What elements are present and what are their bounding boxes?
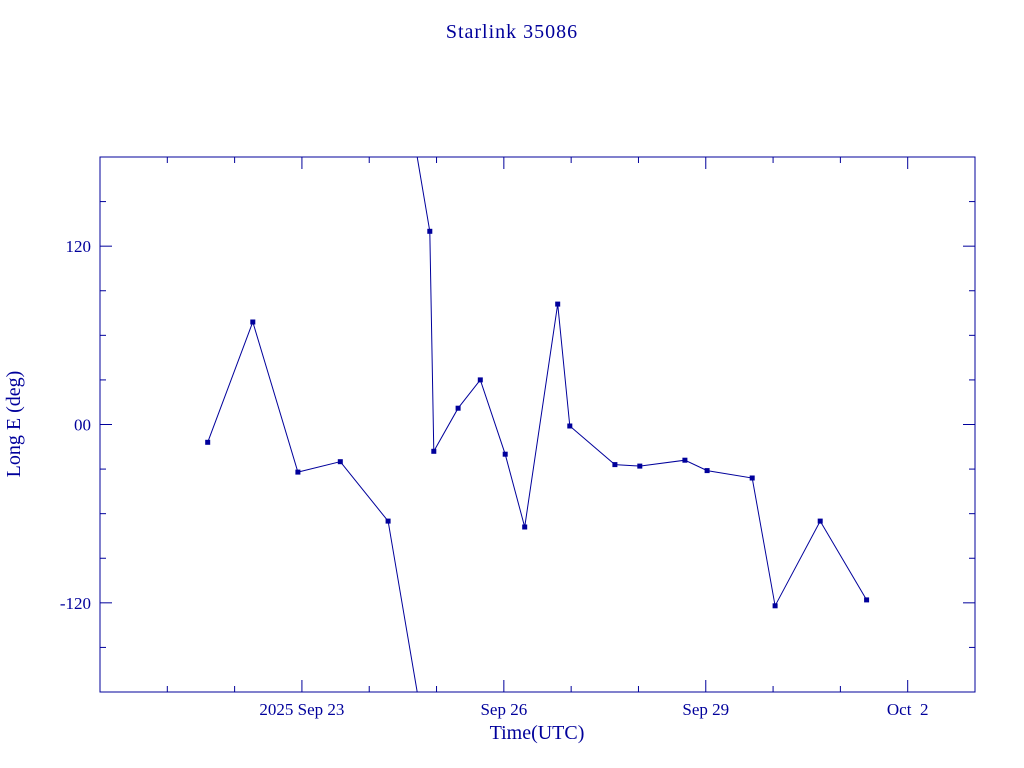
data-point-marker — [431, 448, 437, 454]
x-tick-label: Sep 26 — [480, 700, 527, 719]
data-point-marker — [205, 439, 211, 445]
data-point-marker — [817, 518, 823, 524]
data-point-marker — [772, 603, 778, 609]
chart-layers — [99, 156, 976, 693]
data-point-marker — [682, 457, 688, 463]
x-tick-label: Oct 2 — [887, 700, 929, 719]
data-point-marker — [555, 301, 561, 307]
x-axis-label: Time(UTC) — [490, 722, 585, 744]
y-tick-label: 120 — [66, 237, 92, 256]
x-tick-label: 2025 Sep 23 — [259, 700, 344, 719]
data-series-line — [416, 157, 868, 608]
data-point-marker — [567, 423, 573, 429]
data-point-marker — [295, 469, 301, 475]
data-point-marker — [337, 459, 343, 465]
chart-title: Starlink 35086 — [446, 21, 578, 43]
data-point-marker — [502, 451, 508, 457]
data-point-marker — [522, 524, 528, 530]
tick-label-layer: 2025 Sep 23 Sep 26 Sep 29 Oct 2 120 00 -120 — [60, 237, 929, 719]
y-tick-label: 00 — [74, 416, 91, 435]
data-point-marker — [864, 597, 870, 603]
y-tick-label: -120 — [60, 594, 91, 613]
data-point-marker — [477, 377, 483, 383]
data-point-marker — [637, 463, 643, 469]
x-tick-label: Sep 29 — [682, 700, 729, 719]
data-point-marker — [250, 319, 256, 325]
data-point-marker — [455, 405, 461, 411]
marker-group — [205, 228, 870, 609]
data-point-marker — [612, 462, 618, 468]
axes-group — [99, 156, 976, 693]
data-point-marker — [427, 228, 433, 234]
data-point-marker — [749, 475, 755, 481]
y-axis-label: Long E (deg) — [3, 371, 25, 478]
data-series-line — [207, 320, 418, 692]
data-point-marker — [385, 518, 391, 524]
data-point-marker — [704, 468, 710, 474]
data-series-group — [207, 157, 868, 692]
plot-frame — [99, 156, 976, 693]
